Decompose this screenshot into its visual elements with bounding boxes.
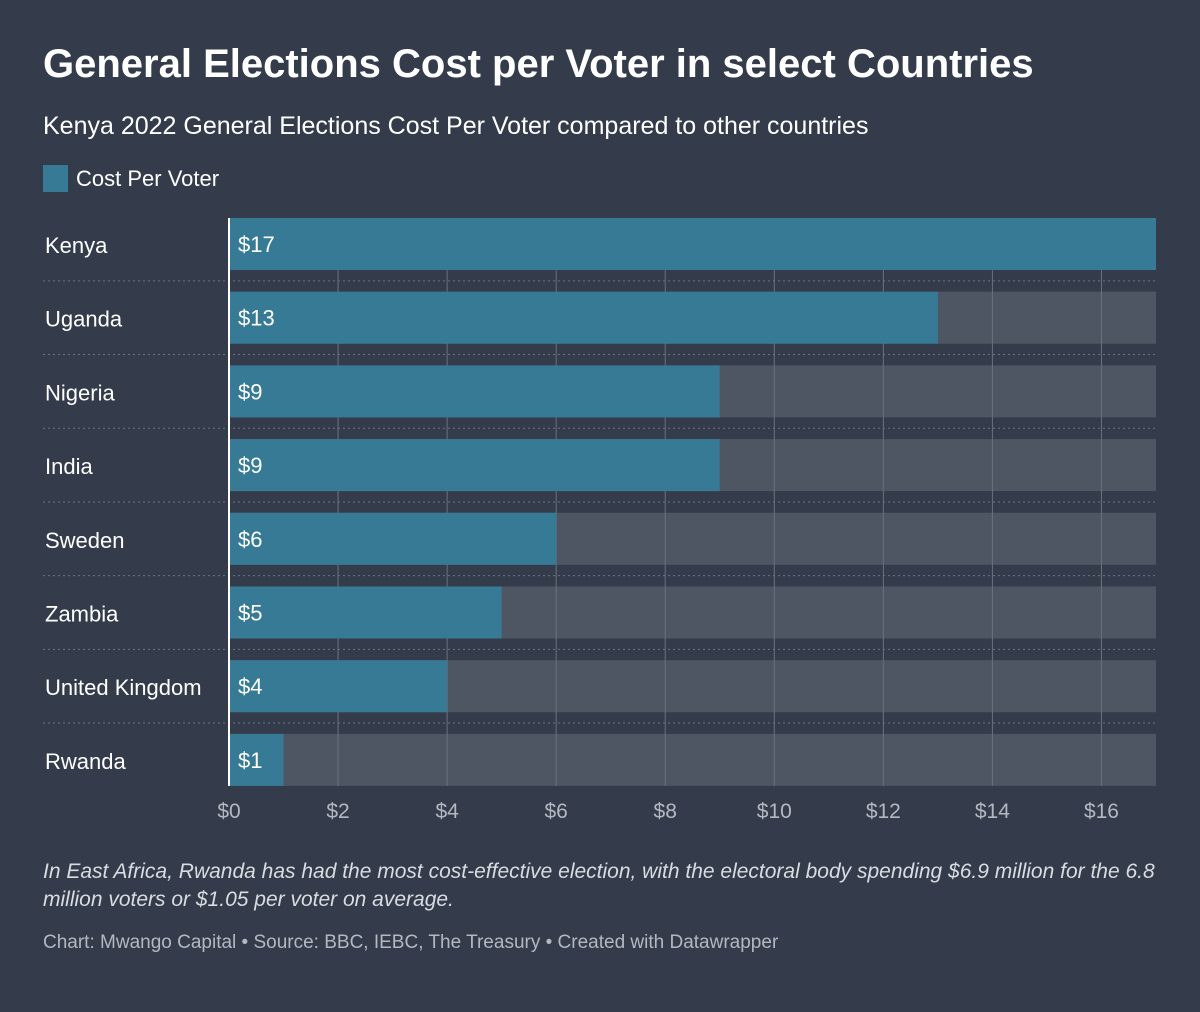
category-label: Nigeria bbox=[45, 380, 115, 405]
bar-value-label: $1 bbox=[238, 748, 262, 773]
bar bbox=[229, 586, 502, 639]
bar-value-label: $6 bbox=[238, 527, 262, 552]
x-tick-label: $8 bbox=[654, 800, 677, 823]
bar bbox=[229, 660, 448, 713]
bar-value-label: $9 bbox=[238, 379, 262, 404]
x-tick-label: $4 bbox=[435, 800, 459, 823]
bar-track bbox=[229, 733, 1156, 786]
bar bbox=[229, 218, 1156, 270]
x-tick-label: $0 bbox=[217, 800, 240, 823]
bar-value-label: $4 bbox=[238, 674, 262, 699]
x-tick-label: $6 bbox=[544, 800, 567, 823]
legend-label: Cost Per Voter bbox=[76, 165, 220, 191]
category-label: Sweden bbox=[45, 528, 125, 553]
bar bbox=[229, 365, 720, 418]
category-label: Kenya bbox=[45, 233, 108, 258]
bar-value-label: $5 bbox=[238, 601, 262, 626]
category-label: Rwanda bbox=[45, 749, 126, 774]
x-tick-label: $14 bbox=[975, 800, 1010, 823]
bar bbox=[229, 733, 284, 786]
bar-value-label: $13 bbox=[238, 306, 275, 331]
category-label: India bbox=[45, 454, 93, 479]
bar-chart: $17 Kenya $13 Uganda $9 Nigeria $9 India $6 Swede… bbox=[43, 218, 1156, 823]
x-tick-label: $10 bbox=[757, 800, 792, 823]
bar bbox=[229, 439, 720, 492]
bar bbox=[229, 512, 557, 565]
category-label: United Kingdom bbox=[45, 675, 202, 700]
chart-credit: Chart: Mwango Capital • Source: BBC, IEB… bbox=[43, 932, 779, 953]
bar bbox=[229, 291, 938, 344]
x-tick-label: $16 bbox=[1084, 800, 1119, 823]
legend: Cost Per Voter bbox=[43, 165, 219, 192]
legend-swatch bbox=[43, 165, 68, 192]
bar-value-label: $17 bbox=[238, 232, 275, 257]
bar-value-label: $9 bbox=[238, 453, 262, 478]
x-tick-label: $12 bbox=[866, 800, 901, 823]
chart-subtitle: Kenya 2022 General Elections Cost Per Vo… bbox=[43, 112, 869, 140]
chart-note: In East Africa, Rwanda has had the most … bbox=[43, 860, 1155, 911]
x-tick-label: $2 bbox=[326, 800, 349, 823]
category-label: Zambia bbox=[45, 602, 119, 627]
chart-title: General Elections Cost per Voter in sele… bbox=[43, 42, 1034, 86]
category-label: Uganda bbox=[45, 307, 123, 332]
